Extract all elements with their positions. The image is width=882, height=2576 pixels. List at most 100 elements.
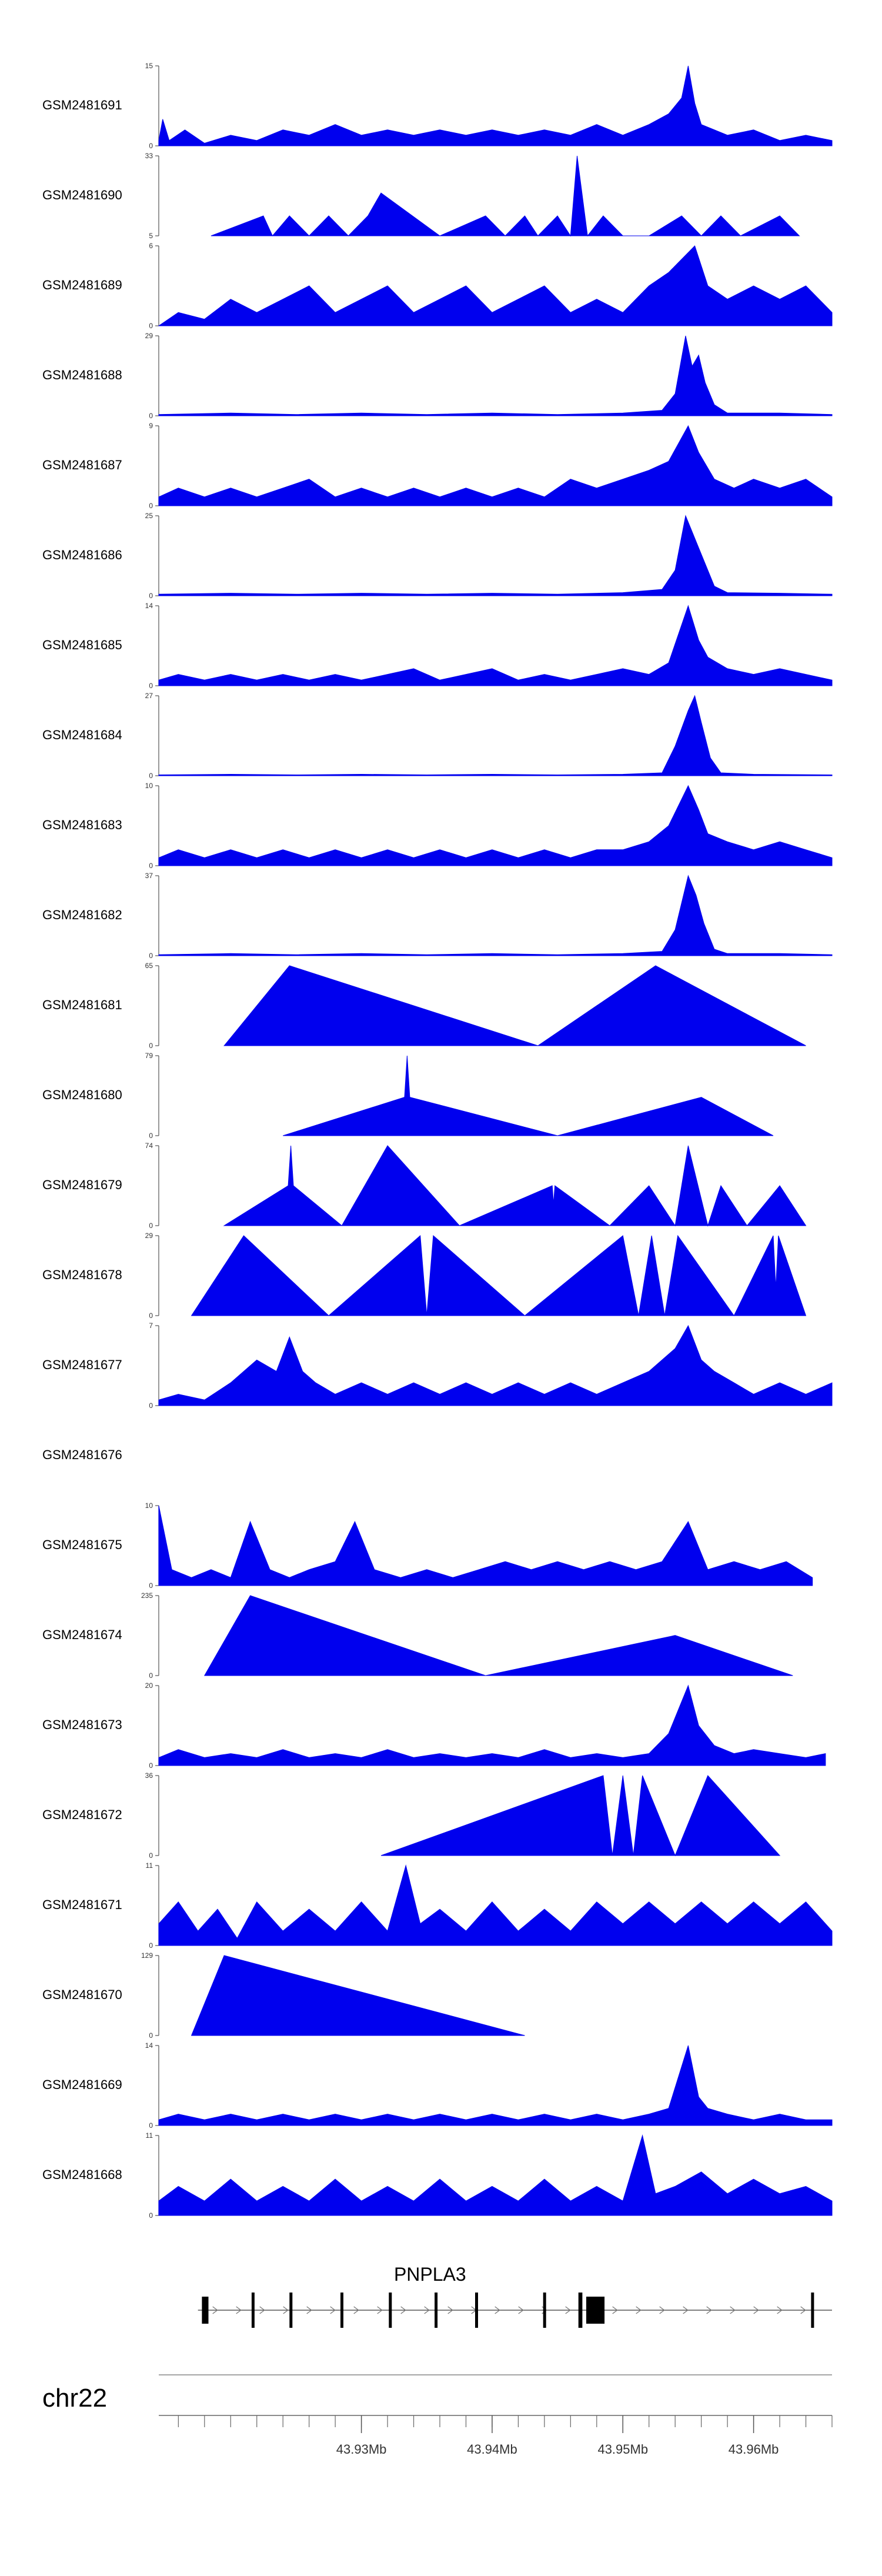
strand-arrow xyxy=(353,2306,359,2314)
track-GSM2481678: GSM2481678 29 0 xyxy=(42,1232,807,1320)
y-max-label: 27 xyxy=(145,692,153,700)
y-max-label: 65 xyxy=(145,962,153,970)
track-label: GSM2481680 xyxy=(42,1087,122,1102)
strand-arrow xyxy=(753,2306,759,2314)
y-min-label: 0 xyxy=(149,502,153,510)
track-GSM2481674: GSM2481674 235 0 xyxy=(42,1591,793,1680)
y-min-label: 0 xyxy=(149,1042,153,1050)
y-max-label: 11 xyxy=(146,1861,153,1870)
y-max-label: 29 xyxy=(145,332,153,340)
track-GSM2481668: GSM2481668 11 0 xyxy=(42,2131,833,2220)
track-label: GSM2481679 xyxy=(42,1177,122,1192)
exon xyxy=(543,2293,546,2328)
chromosome-label: chr22 xyxy=(42,2384,107,2413)
y-min-label: 0 xyxy=(149,412,153,420)
y-min-label: 0 xyxy=(149,142,153,150)
y-min-label: 0 xyxy=(149,1222,153,1230)
track-GSM2481686: GSM2481686 25 0 xyxy=(42,512,833,600)
strand-arrow xyxy=(400,2306,406,2314)
y-min-label: 0 xyxy=(149,862,153,870)
track-GSM2481669: GSM2481669 14 0 xyxy=(42,2041,833,2130)
axis-tick-label: 43.95Mb xyxy=(597,2442,648,2457)
y-min-label: 5 xyxy=(149,232,153,240)
track-label: GSM2481671 xyxy=(42,1897,122,1912)
track-label: GSM2481688 xyxy=(42,368,122,382)
track-GSM2481681: GSM2481681 65 0 xyxy=(42,962,806,1050)
y-min-label: 0 xyxy=(149,2121,153,2130)
coverage-area xyxy=(158,245,833,326)
track-label: GSM2481678 xyxy=(42,1267,122,1282)
y-max-label: 10 xyxy=(145,782,153,790)
track-GSM2481690: GSM2481690 33 5 xyxy=(42,152,800,240)
strand-arrow xyxy=(447,2306,453,2314)
track-label: GSM2481684 xyxy=(42,728,122,742)
coverage-area xyxy=(223,965,806,1046)
y-min-label: 0 xyxy=(149,2031,153,2040)
exon xyxy=(578,2293,583,2328)
y-max-label: 11 xyxy=(146,2131,153,2140)
coverage-area xyxy=(158,515,833,596)
strand-arrow xyxy=(659,2306,665,2314)
strand-arrow xyxy=(518,2306,524,2314)
y-max-label: 9 xyxy=(149,422,153,430)
track-label: GSM2481673 xyxy=(42,1717,122,1732)
y-max-label: 129 xyxy=(141,1951,153,1960)
strand-arrow xyxy=(306,2306,312,2314)
y-max-label: 14 xyxy=(145,2041,153,2050)
y-max-label: 6 xyxy=(149,242,153,250)
axis-tick-label: 43.94Mb xyxy=(467,2442,517,2457)
track-GSM2481691: GSM2481691 15 0 xyxy=(42,62,833,150)
exon xyxy=(811,2293,814,2328)
strand-arrow xyxy=(800,2306,806,2314)
track-GSM2481671: GSM2481671 11 0 xyxy=(42,1861,833,1950)
y-max-label: 29 xyxy=(145,1232,153,1240)
y-max-label: 36 xyxy=(145,1771,153,1780)
coverage-area xyxy=(158,785,833,866)
y-max-label: 25 xyxy=(145,512,153,520)
y-min-label: 0 xyxy=(149,1671,153,1680)
strand-arrow xyxy=(424,2306,430,2314)
track-GSM2481682: GSM2481682 37 0 xyxy=(42,872,833,960)
track-label: GSM2481672 xyxy=(42,1807,122,1822)
strand-arrow xyxy=(612,2306,618,2314)
y-min-label: 0 xyxy=(149,2211,153,2220)
gene-model: PNPLA3 xyxy=(198,2264,832,2328)
track-label: GSM2481687 xyxy=(42,458,122,472)
y-min-label: 0 xyxy=(149,1851,153,1860)
track-label: GSM2481690 xyxy=(42,188,122,202)
y-min-label: 0 xyxy=(149,1761,153,1770)
coverage-area xyxy=(203,1595,793,1676)
y-max-label: 15 xyxy=(145,62,153,70)
coverage-area xyxy=(191,1234,807,1316)
y-min-label: 0 xyxy=(149,1402,153,1410)
strand-arrow xyxy=(706,2306,712,2314)
track-GSM2481673: GSM2481673 20 0 xyxy=(42,1681,826,1770)
y-max-label: 7 xyxy=(149,1322,153,1330)
coverage-area xyxy=(211,155,800,237)
exon xyxy=(389,2293,392,2328)
exon xyxy=(340,2293,343,2328)
track-label: GSM2481683 xyxy=(42,817,122,832)
exon xyxy=(251,2293,255,2328)
y-max-label: 10 xyxy=(145,1501,153,1510)
coverage-area xyxy=(158,605,833,686)
strand-arrow xyxy=(495,2306,500,2314)
genome-axis: chr22 43.93Mb 43.94Mb 43.95Mb 43.96Mb xyxy=(42,2374,833,2457)
strand-arrow xyxy=(236,2306,242,2314)
track-GSM2481689: GSM2481689 6 0 xyxy=(42,242,833,330)
track-GSM2481670: GSM2481670 129 0 xyxy=(42,1951,525,2040)
track-label: GSM2481691 xyxy=(42,98,122,112)
y-min-label: 0 xyxy=(149,322,153,330)
coverage-area xyxy=(223,1145,807,1227)
track-label: GSM2481669 xyxy=(42,2077,122,2092)
track-GSM2481680: GSM2481680 79 0 xyxy=(42,1052,774,1140)
coverage-area xyxy=(158,1505,813,1586)
track-label: GSM2481682 xyxy=(42,907,122,922)
track-label: GSM2481677 xyxy=(42,1357,122,1372)
track-GSM2481685: GSM2481685 14 0 xyxy=(42,602,833,690)
track-GSM2481676: GSM2481676 xyxy=(42,1447,122,1462)
track-label: GSM2481686 xyxy=(42,548,122,562)
track-label: GSM2481675 xyxy=(42,1537,122,1552)
track-label: GSM2481668 xyxy=(42,2167,122,2182)
track-GSM2481672: GSM2481672 36 0 xyxy=(42,1771,781,1860)
